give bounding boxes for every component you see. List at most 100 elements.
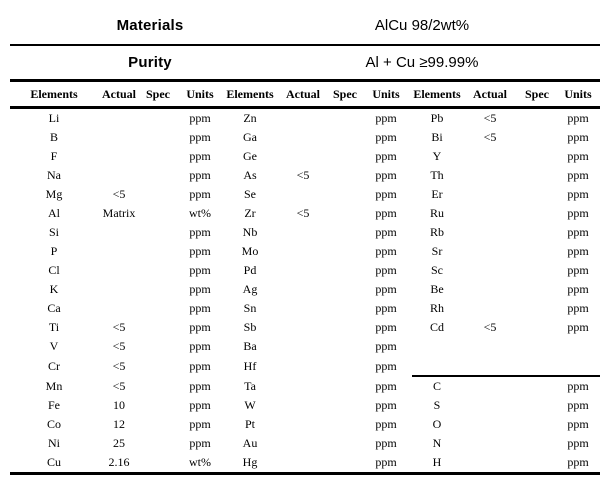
units-cell: ppm — [375, 168, 397, 182]
units-cell: ppm — [375, 301, 397, 315]
spec-cell — [140, 318, 176, 337]
actual-cell — [462, 453, 518, 474]
element-cell: Rh — [429, 301, 444, 315]
element-cell: Zn — [243, 111, 257, 125]
spec-cell — [140, 376, 176, 396]
units-cell: ppm — [375, 225, 397, 239]
spec-cell — [518, 108, 556, 129]
actual-cell — [98, 108, 140, 129]
units-cell: ppm — [567, 417, 589, 431]
table-row: Na ppm As <5 ppm Th ppm — [10, 166, 600, 185]
column-header-actual-1: Actual — [98, 82, 140, 109]
spec-cell — [518, 128, 556, 147]
table-row: Si ppm Nb ppm Rb ppm — [10, 223, 600, 242]
actual-cell: <5 — [112, 378, 126, 393]
spec-cell — [518, 242, 556, 261]
units-cell: ppm — [375, 244, 397, 258]
element-cell: Au — [242, 436, 258, 450]
actual-cell — [462, 434, 518, 453]
units-cell: ppm — [375, 320, 397, 334]
actual-cell: <5 — [483, 111, 497, 125]
spec-cell — [140, 280, 176, 299]
element-cell: Sb — [243, 320, 257, 334]
actual-cell — [462, 280, 518, 299]
column-header-actual-3: Actual — [462, 82, 518, 109]
spec-cell — [140, 223, 176, 242]
units-cell: ppm — [189, 168, 211, 182]
actual-cell — [462, 299, 518, 318]
element-cell: P — [50, 244, 58, 258]
element-cell: S — [433, 398, 441, 412]
actual-cell: 2.16 — [108, 455, 130, 469]
spec-cell — [140, 204, 176, 223]
element-cell: As — [243, 168, 257, 182]
units-cell: ppm — [375, 417, 397, 431]
actual-cell — [276, 299, 330, 318]
actual-cell — [462, 185, 518, 204]
actual-cell: <5 — [112, 358, 126, 373]
element-cell: Sr — [431, 244, 443, 258]
units-cell: ppm — [189, 130, 211, 144]
actual-cell — [462, 147, 518, 166]
element-cell: Ta — [244, 378, 256, 393]
column-header-spec-1: Spec — [140, 82, 176, 109]
table-row: Mg <5 ppm Se ppm Er ppm — [10, 185, 600, 204]
element-cell: Mn — [45, 378, 63, 393]
units-cell: ppm — [567, 225, 589, 239]
actual-cell — [462, 261, 518, 280]
units-cell — [556, 337, 600, 356]
spec-cell — [140, 128, 176, 147]
spec-cell — [140, 337, 176, 356]
element-cell: Bi — [431, 130, 443, 144]
spec-cell — [330, 337, 360, 356]
spec-cell — [330, 204, 360, 223]
table-row: Cr <5 ppm Hf ppm — [10, 356, 600, 376]
spec-cell — [140, 434, 176, 453]
actual-cell — [98, 242, 140, 261]
materials-row: Materials AlCu 98/2wt% — [10, 6, 600, 46]
units-cell: ppm — [375, 263, 397, 277]
element-cell: B — [49, 130, 58, 144]
spec-cell — [140, 261, 176, 280]
spec-cell — [140, 356, 176, 376]
element-cell: Nb — [242, 225, 258, 239]
actual-cell — [98, 147, 140, 166]
spec-cell — [518, 337, 556, 356]
units-cell: ppm — [375, 339, 397, 353]
element-cell: N — [432, 436, 442, 450]
units-cell: ppm — [567, 111, 589, 125]
element-cell: Ga — [243, 130, 257, 144]
element-cell: Zr — [244, 206, 256, 220]
units-cell: ppm — [189, 320, 211, 334]
units-cell: ppm — [189, 339, 211, 353]
actual-cell — [276, 280, 330, 299]
units-cell: ppm — [567, 149, 589, 163]
units-cell: ppm — [567, 282, 589, 296]
units-cell: ppm — [189, 263, 211, 277]
spec-cell — [518, 396, 556, 415]
table-row: Cl ppm Pd ppm Sc ppm — [10, 261, 600, 280]
units-cell: ppm — [375, 398, 397, 412]
actual-cell — [276, 261, 330, 280]
spec-cell — [518, 280, 556, 299]
element-cell: Ag — [242, 282, 258, 296]
units-cell: ppm — [189, 149, 211, 163]
actual-cell — [98, 166, 140, 185]
element-cell: K — [49, 282, 59, 296]
spec-cell — [330, 376, 360, 396]
element-cell: Al — [48, 206, 60, 220]
spec-cell — [330, 280, 360, 299]
spec-cell — [330, 415, 360, 434]
units-cell: ppm — [567, 187, 589, 201]
units-cell: ppm — [567, 206, 589, 220]
purity-value: Al + Cu ≥99.99% — [365, 54, 479, 71]
units-cell: wt% — [189, 455, 211, 469]
element-cell — [412, 337, 462, 356]
column-header-units-2: Units — [360, 82, 412, 109]
units-cell: ppm — [189, 244, 211, 258]
